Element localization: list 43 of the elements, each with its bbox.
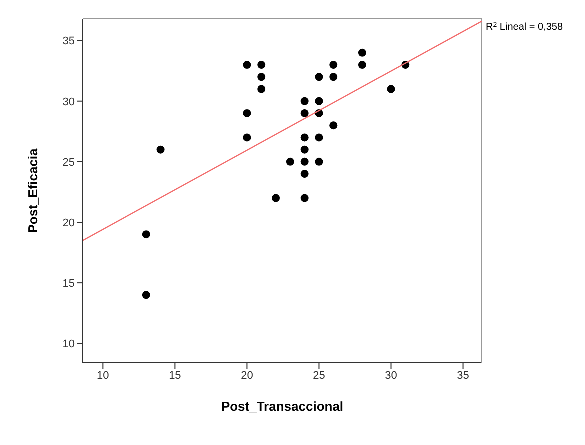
point [142, 230, 150, 239]
y-tick-label: 10 [62, 338, 75, 351]
y-axis-title: Post_Eficacia [26, 148, 41, 234]
x-tick-label: 30 [385, 370, 398, 382]
point [300, 170, 309, 178]
point [300, 109, 309, 118]
x-tick-label: 35 [457, 370, 470, 382]
point [330, 73, 338, 82]
point [300, 158, 309, 166]
point [358, 61, 366, 70]
text: R$^{2}$ Lineal = 0,358 [486, 22, 564, 33]
point [300, 97, 309, 106]
point [243, 109, 252, 118]
point [358, 48, 366, 57]
x-tick-label: 20 [241, 370, 254, 382]
x-tick-label: 25 [313, 370, 326, 382]
point [300, 194, 309, 202]
point [243, 61, 252, 70]
point [330, 61, 338, 70]
point [387, 85, 396, 94]
point [272, 194, 280, 202]
y-tick-label: 25 [62, 156, 75, 169]
point [258, 61, 266, 70]
point [156, 146, 165, 154]
point [315, 134, 324, 142]
point [142, 291, 150, 300]
point [330, 122, 338, 130]
x-tick-label: 15 [169, 370, 182, 382]
point [315, 73, 324, 82]
x-axis-title: Post_Transaccional [221, 399, 344, 414]
x-tick-label: 10 [97, 370, 110, 382]
point [300, 134, 309, 142]
point [243, 134, 252, 142]
point [300, 146, 309, 154]
point [315, 97, 324, 106]
point [315, 158, 324, 166]
point [286, 158, 294, 166]
y-tick-label: 35 [62, 36, 75, 48]
point [258, 73, 266, 82]
point [258, 85, 266, 94]
y-tick-label: 30 [62, 96, 75, 108]
y-tick-label: 15 [62, 278, 75, 290]
y-tick-label: 20 [62, 217, 75, 230]
